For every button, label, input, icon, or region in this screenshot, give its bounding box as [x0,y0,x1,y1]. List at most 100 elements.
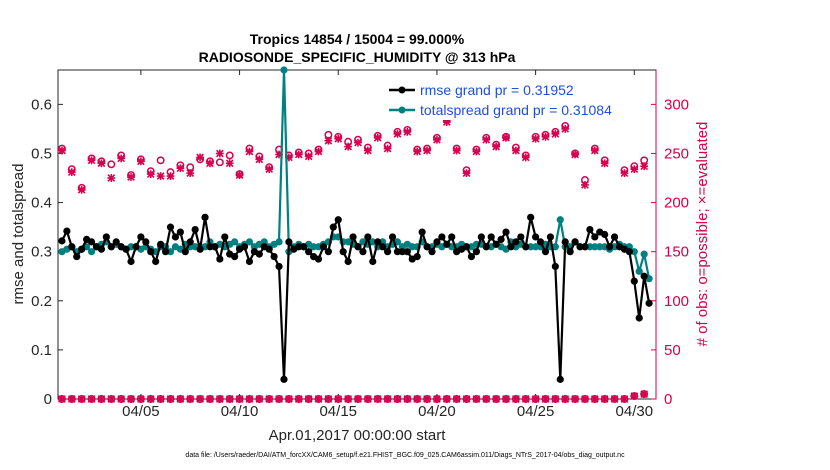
rmse-point [379,243,387,251]
obs-zero-evaluated-marker [324,395,333,403]
obs-zero-evaluated-marker [551,395,560,403]
obs-zero-evaluated-marker [462,395,471,403]
obs-evaluated-marker [393,129,402,138]
rmse-point [561,238,569,246]
obs-zero-evaluated-marker [413,395,422,403]
obs-zero-evaluated-marker [107,395,116,403]
rmse-point [255,250,263,258]
data-file-footnote: data file: /Users/raeder/DAI/ATM_forcXX/… [185,452,625,459]
rmse-point [339,248,347,256]
obs-zero-evaluated-marker [433,395,441,403]
obs-zero-evaluated-marker [235,395,244,403]
x-tick-label: 04/10 [221,403,259,420]
obs-zero-evaluated-marker [146,395,155,403]
obs-zero-evaluated-marker [304,395,313,403]
rmse-point [571,238,579,246]
y-axis-left: 0 0.1 0.2 0.3 0.4 0.5 0.6 [31,96,63,408]
obs-zero-evaluated-marker [590,395,599,403]
rmse-point [300,243,308,251]
obs-zero-evaluated-marker [511,395,520,403]
spread-point [275,238,283,246]
obs-zero-evaluated-marker [640,390,649,398]
rmse-point [438,233,446,241]
rmse-point [97,245,106,253]
rmse-point [536,238,545,246]
obs-zero-evaluated-marker [521,395,530,403]
obs-zero-evaluated-marker [502,395,510,403]
plot-area [57,69,657,400]
rmse-point [581,243,589,251]
obs-zero-evaluated-marker [344,395,353,403]
rmse-point [630,277,638,285]
obs-evaluated-marker [620,169,629,178]
x-tick-label: 04/20 [418,403,456,420]
obs-evaluated-marker [511,146,520,155]
rmse-point [640,272,648,280]
y-tick-label: 0.4 [31,195,52,212]
legend-rmse-label: rmse grand pr = 0.31952 [420,82,574,98]
rmse-point [245,257,254,266]
obs-zero-evaluated-marker [206,395,214,403]
rmse-point [527,213,535,221]
rmse-point [477,233,485,241]
obs-evaluated-marker [541,132,550,141]
rmse-point [344,257,352,266]
rmse-point [601,230,609,239]
obs-evaluated-marker [206,159,214,168]
obs-evaluated-marker [640,162,649,171]
series-lines [58,66,653,383]
rmse-point [176,228,184,236]
spread-point [309,243,318,251]
obs-zero-evaluated-marker [245,395,254,403]
obs-evaluated-marker [265,165,274,174]
rmse-point [448,233,456,241]
obs-evaluated-marker [433,135,441,144]
obs-evaluated-marker [383,144,392,153]
obs-evaluated-marker [561,125,570,133]
rmse-point [428,248,436,256]
rmse-point [625,248,633,256]
rmse-point [482,243,490,251]
rmse-point [610,233,619,241]
y2-tick-label: 150 [664,244,689,261]
y-axis-label: rmse and totalspread [10,164,27,305]
spread-point [532,243,540,251]
rmse-point [606,243,614,251]
rmse-point [532,233,540,241]
x-tick-label: 04/30 [616,403,654,420]
obs-evaluated-marker [482,135,491,144]
rmse-point [546,233,555,241]
obs-evaluated-marker [215,149,224,158]
obs-evaluated-marker [146,170,155,179]
rmse-point [147,248,155,256]
rmse-point [171,233,180,241]
rmse-point [270,252,278,261]
rmse-point [211,243,219,251]
y2-tick-label: 0 [664,391,672,408]
rmse-point [112,238,120,246]
rmse-point [359,248,367,256]
y-tick-label: 0.5 [31,145,52,162]
obs-evaluated-marker [107,174,116,182]
rmse-point [364,233,372,241]
rmse-point [413,252,421,261]
rmse-point [586,225,594,234]
obs-evaluated-marker [87,156,96,165]
rmse-point [566,248,574,256]
obs-evaluated-marker [630,165,639,174]
rmse-point [285,238,293,246]
rmse-point [319,243,328,251]
obs-zero-evaluated-marker [472,395,481,403]
rmse-point [314,255,323,263]
obs-evaluated-marker [77,185,86,194]
chart-subtitle: RADIOSONDE_SPECIFIC_HUMIDITY @ 313 hPa [199,49,516,65]
rmse-point [142,238,150,246]
rmse-point [231,252,239,261]
rmse-point [181,248,189,256]
obs-evaluated-marker [403,127,412,136]
rmse-point [102,233,110,241]
obs-zero-evaluated-marker [156,395,165,403]
obs-evaluated-marker [334,134,343,143]
rmse-point [522,243,530,251]
